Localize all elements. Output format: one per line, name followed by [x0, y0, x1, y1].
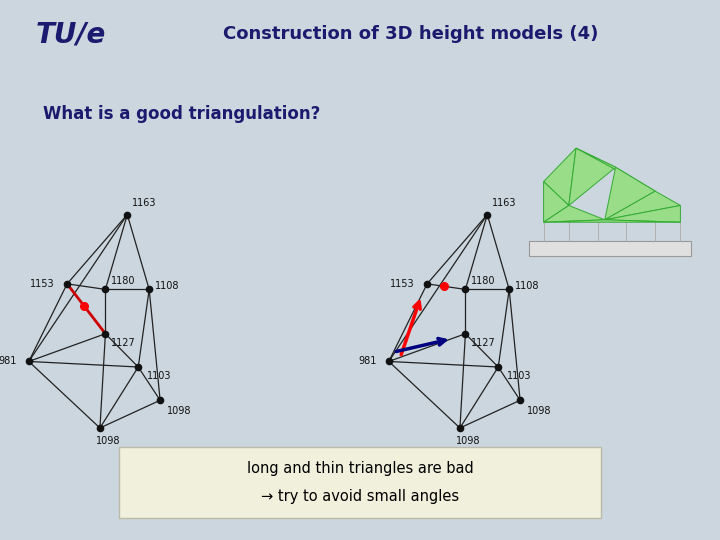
Text: 1153: 1153: [390, 279, 414, 289]
Polygon shape: [605, 167, 655, 220]
Text: 981: 981: [0, 356, 17, 367]
Text: 1180: 1180: [471, 276, 495, 286]
Text: 1127: 1127: [471, 338, 496, 348]
Text: 1098: 1098: [96, 436, 121, 447]
Text: 1098: 1098: [167, 406, 192, 416]
Text: 1098: 1098: [527, 406, 552, 416]
Polygon shape: [529, 241, 691, 255]
Polygon shape: [544, 148, 576, 206]
Polygon shape: [544, 220, 680, 222]
Polygon shape: [605, 206, 680, 222]
Text: 1180: 1180: [111, 276, 135, 286]
Polygon shape: [576, 148, 655, 191]
Text: TU/e: TU/e: [36, 20, 107, 48]
Text: → try to avoid small angles: → try to avoid small angles: [261, 489, 459, 504]
Text: Construction of 3D height models (4): Construction of 3D height models (4): [222, 25, 598, 43]
Text: 1163: 1163: [132, 198, 156, 207]
Text: 1103: 1103: [147, 370, 171, 381]
Text: 1108: 1108: [515, 281, 539, 291]
Text: 1108: 1108: [155, 281, 179, 291]
Text: 1127: 1127: [111, 338, 136, 348]
FancyBboxPatch shape: [119, 447, 601, 518]
Polygon shape: [544, 181, 569, 222]
Polygon shape: [605, 191, 680, 220]
Text: 1103: 1103: [507, 370, 531, 381]
Text: long and thin triangles are bad: long and thin triangles are bad: [247, 462, 473, 476]
Text: 1098: 1098: [456, 436, 481, 447]
Text: What is a good triangulation?: What is a good triangulation?: [43, 105, 320, 123]
Text: 1163: 1163: [492, 198, 516, 207]
Polygon shape: [569, 148, 616, 206]
Text: 1153: 1153: [30, 279, 54, 289]
Text: 981: 981: [359, 356, 377, 367]
Polygon shape: [544, 206, 605, 222]
